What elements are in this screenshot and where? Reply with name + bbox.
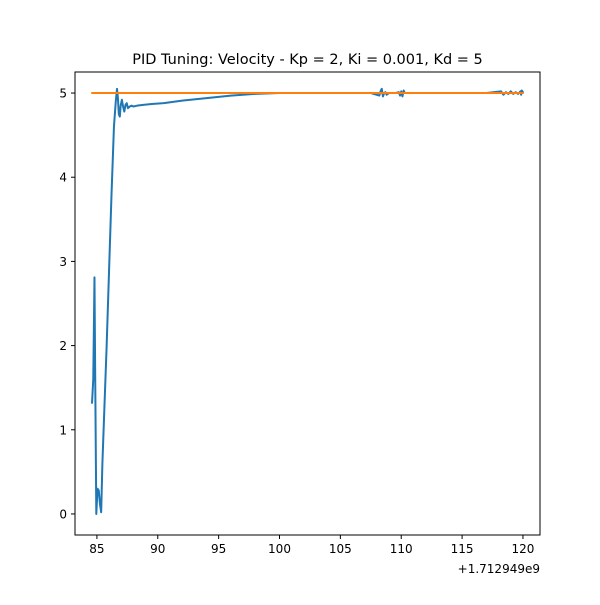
y-tick-label: 5 [59, 87, 67, 101]
y-tick-label: 1 [59, 423, 67, 437]
x-tick-label: 100 [268, 542, 291, 556]
x-tick-label: 110 [390, 542, 413, 556]
y-tick-label: 3 [59, 255, 67, 269]
series-line-0 [91, 87, 524, 515]
chart-title: PID Tuning: Velocity - Kp = 2, Ki = 0.00… [132, 52, 483, 68]
x-tick-label: 95 [211, 542, 226, 556]
x-offset-label: +1.712949e9 [458, 562, 540, 576]
y-tick-label: 2 [59, 339, 67, 353]
series-layer [91, 87, 524, 515]
x-tick-label: 85 [89, 542, 104, 556]
x-tick-label: 115 [451, 542, 474, 556]
x-tick-label: 105 [329, 542, 352, 556]
y-tick-label: 4 [59, 171, 67, 185]
axes-layer: 85 90 95 100 105 110 115 120 0 1 2 3 4 5 [59, 71, 541, 556]
x-tick-label: 120 [512, 542, 535, 556]
plot-frame [74, 71, 541, 536]
x-tick-label: 90 [150, 542, 165, 556]
y-tick-label: 0 [59, 507, 67, 521]
